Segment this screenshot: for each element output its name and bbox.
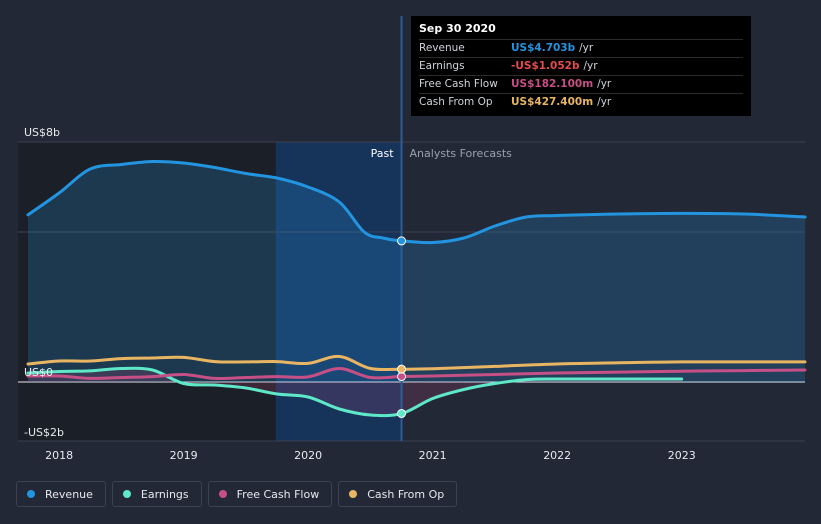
past-label: Past xyxy=(371,147,395,160)
y-tick-label: US$0 xyxy=(24,366,53,379)
fcf-line xyxy=(26,366,807,381)
x-tick-label: 2018 xyxy=(45,449,73,462)
tooltip-value: US$182.100m xyxy=(511,78,594,90)
legend-item-earnings[interactable]: Earnings xyxy=(111,481,202,507)
y-tick-label: US$8b xyxy=(24,126,60,139)
highlight-region xyxy=(275,142,402,441)
tooltip-unit: /yr xyxy=(597,96,612,108)
legend-item-free-cash-flow[interactable]: Free Cash Flow xyxy=(207,481,333,507)
legend-label: Revenue xyxy=(45,487,93,501)
x-tick-label: 2021 xyxy=(419,449,447,462)
earnings-point xyxy=(397,409,407,419)
cfo-point xyxy=(397,364,407,374)
fcf-point xyxy=(397,372,407,382)
tooltip-value: -US$1.052b xyxy=(511,60,580,72)
series-layer xyxy=(26,16,807,441)
gridlines xyxy=(18,141,805,442)
tooltip-row-cfo: Cash From Op US$427.400m /yr xyxy=(419,93,743,111)
earnings-area xyxy=(28,368,682,416)
tooltip-label: Earnings xyxy=(419,60,465,72)
tooltip-value: US$4.703b xyxy=(511,42,576,54)
legend-label: Free Cash Flow xyxy=(236,487,320,501)
revenue-area xyxy=(28,161,805,382)
legend-item-revenue[interactable]: Revenue xyxy=(16,481,106,507)
legend-label: Earnings xyxy=(140,487,189,501)
tooltip-row-earnings: Earnings -US$1.052b /yr xyxy=(419,57,743,75)
x-tick-label: 2022 xyxy=(543,449,571,462)
tooltip-unit: /yr xyxy=(579,42,594,54)
legend-dot-icon xyxy=(349,490,358,498)
tooltip: Sep 30 2020 Revenue US$4.703b /yr Earnin… xyxy=(411,16,751,116)
x-tick-label: 2019 xyxy=(170,449,198,462)
legend-item-cash-from-op[interactable]: Cash From Op xyxy=(338,481,458,507)
forecast-label: Analysts Forecasts xyxy=(410,147,513,160)
chart-background xyxy=(18,142,402,441)
tooltip-label: Revenue xyxy=(419,42,465,54)
legend-dot-icon xyxy=(122,490,131,498)
y-tick-label: -US$2b xyxy=(24,426,64,439)
revenue-line xyxy=(26,159,807,245)
tooltip-date: Sep 30 2020 xyxy=(419,22,496,35)
tooltip-unit: /yr xyxy=(583,60,598,72)
tooltip-row-revenue: Revenue US$4.703b /yr xyxy=(419,39,743,57)
x-tick-label: 2020 xyxy=(294,449,322,462)
legend-label: Cash From Op xyxy=(367,487,445,501)
tooltip-unit: /yr xyxy=(597,78,612,90)
cfo-line xyxy=(26,354,807,372)
legend-dot-icon xyxy=(27,490,35,498)
tooltip-row-fcf: Free Cash Flow US$182.100m /yr xyxy=(419,75,743,93)
revenue-point xyxy=(397,236,407,246)
tooltip-label: Cash From Op xyxy=(419,96,493,108)
tooltip-label: Free Cash Flow xyxy=(419,78,498,90)
legend: Revenue Earnings Free Cash Flow Cash Fro… xyxy=(16,481,458,507)
tooltip-value: US$427.400m xyxy=(511,96,594,108)
axis-labels: US$8b US$0 -US$2b 2018 2019 2020 2021 2022 2023 P… xyxy=(24,126,696,462)
legend-dot-icon xyxy=(218,490,227,498)
x-tick-label: 2023 xyxy=(668,449,696,462)
earnings-line xyxy=(26,366,684,418)
